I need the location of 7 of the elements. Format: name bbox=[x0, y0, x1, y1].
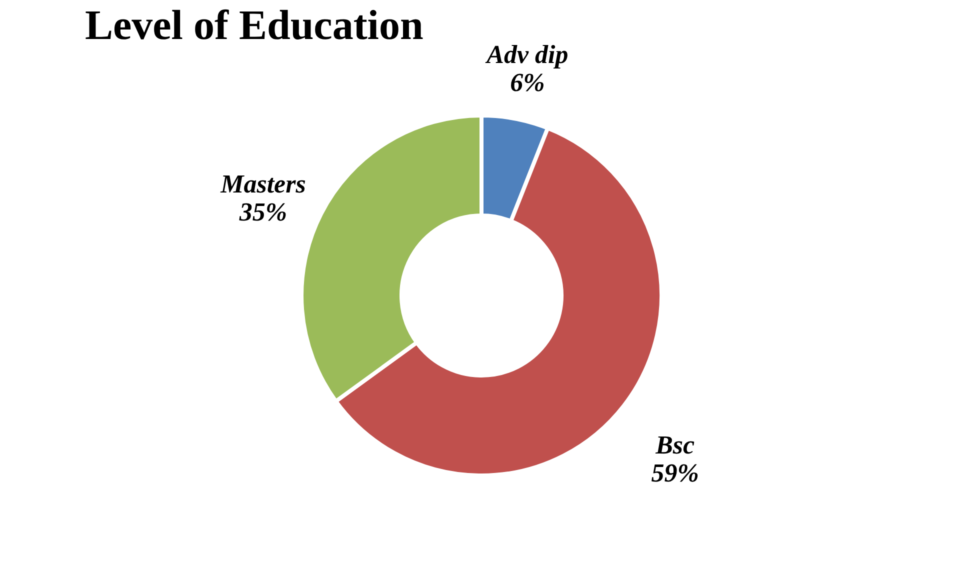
data-label: 59% bbox=[651, 458, 699, 488]
data-label: 6% bbox=[510, 68, 545, 97]
data-label: 35% bbox=[238, 197, 288, 226]
chart-title: Level of Education bbox=[85, 3, 424, 49]
slice-label: Masters bbox=[220, 169, 306, 198]
slice-label: Bsc bbox=[654, 430, 696, 460]
slice-label: Adv dip bbox=[484, 40, 568, 69]
